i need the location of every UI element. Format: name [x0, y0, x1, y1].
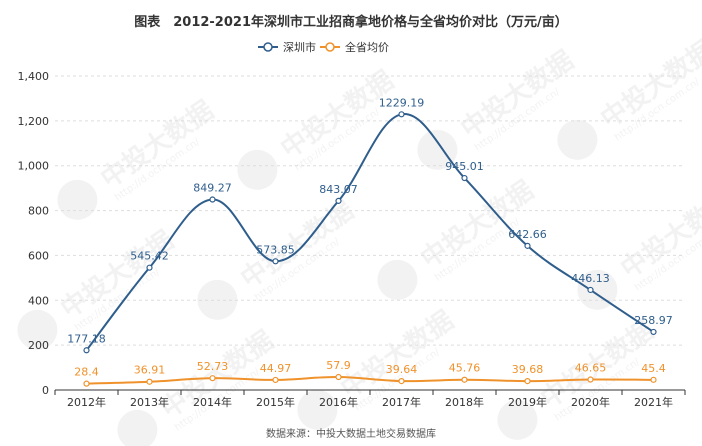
legend-label: 全省均价 — [345, 40, 389, 54]
data-point[interactable] — [461, 174, 468, 182]
data-label: 46.65 — [575, 362, 607, 375]
chart-title: 图表 2012-2021年深圳市工业招商拿地价格与全省均价对比（万元/亩） — [134, 14, 568, 30]
data-label: 44.97 — [260, 362, 292, 375]
data-point[interactable] — [146, 264, 153, 271]
data-label: 28.4 — [74, 366, 99, 379]
x-tick-label: 2012年 — [67, 395, 106, 409]
x-tick-label: 2013年 — [130, 395, 169, 409]
data-label: 1229.19 — [379, 96, 425, 109]
legend-item[interactable]: 深圳市 — [258, 40, 316, 54]
series-layer: 177.18 545.42 849.27 573.85 843.07 1229.19 945… — [67, 96, 673, 387]
data-label: 45.76 — [449, 362, 481, 375]
data-label: 945.01 — [445, 160, 484, 173]
data-label: 52.73 — [197, 360, 229, 373]
x-tick-label: 2021年 — [634, 395, 673, 409]
data-label: 258.97 — [634, 314, 673, 327]
series-shenzhen: 177.18 545.42 849.27 573.85 843.07 1229.19 945… — [67, 96, 673, 354]
data-point[interactable] — [146, 378, 153, 385]
data-label: 45.4 — [641, 362, 666, 375]
y-tick-label: 400 — [28, 294, 49, 307]
data-label: 573.85 — [256, 243, 295, 256]
data-label: 843.07 — [319, 183, 358, 196]
y-axis: 0 200 400 600 800 1,000 1,200 1,400 — [18, 70, 50, 397]
data-point[interactable] — [335, 197, 342, 205]
data-label: 642.66 — [508, 228, 547, 241]
x-tick-label: 2020年 — [571, 395, 610, 409]
x-tick-label: 2014年 — [193, 395, 232, 409]
x-tick-label: 2015年 — [256, 395, 295, 409]
data-point[interactable] — [335, 373, 342, 381]
data-point[interactable] — [587, 376, 594, 383]
legend[interactable]: 深圳市 全省均价 — [258, 40, 389, 54]
data-point[interactable] — [524, 378, 531, 385]
series-line — [85, 113, 655, 351]
legend-item[interactable]: 全省均价 — [320, 40, 389, 54]
data-point[interactable] — [83, 380, 90, 387]
data-point[interactable] — [524, 242, 531, 249]
y-tick-label: 1,400 — [18, 70, 50, 83]
series-province-average: 28.4 36.91 52.73 44.97 57.9 39.64 45.76 39.68 46… — [74, 359, 666, 387]
data-point[interactable] — [650, 328, 657, 336]
legend-marker — [263, 42, 273, 52]
data-label: 57.9 — [326, 359, 351, 372]
x-tick-label: 2019年 — [508, 395, 547, 409]
data-label: 36.91 — [134, 364, 166, 377]
y-tick-label: 0 — [42, 384, 49, 397]
legend-label: 深圳市 — [283, 40, 316, 54]
x-tick-label: 2016年 — [319, 395, 358, 409]
data-point[interactable] — [650, 376, 657, 383]
y-tick-label: 200 — [28, 339, 49, 352]
data-point[interactable] — [398, 378, 405, 385]
data-label: 177.18 — [67, 332, 106, 345]
gridlines — [55, 75, 685, 346]
data-label: 446.13 — [571, 272, 610, 285]
data-point[interactable] — [272, 258, 279, 265]
series-line — [86, 376, 654, 385]
data-point[interactable] — [461, 376, 468, 383]
data-point[interactable] — [587, 286, 594, 294]
x-tick-label: 2018年 — [445, 395, 484, 409]
data-point[interactable] — [272, 376, 279, 384]
legend-marker — [325, 42, 335, 52]
data-label: 849.27 — [193, 182, 232, 195]
data-label: 39.68 — [512, 363, 544, 376]
x-axis: 2012年 2013年 2014年 2015年 2016年 2017年 2018年 2019年… — [54, 389, 686, 409]
data-point[interactable] — [398, 111, 405, 118]
y-tick-label: 1,000 — [18, 160, 50, 173]
data-label: 39.64 — [386, 363, 418, 376]
data-point[interactable] — [209, 196, 216, 203]
y-tick-label: 800 — [28, 205, 49, 218]
x-tick-label: 2017年 — [382, 395, 421, 409]
y-tick-label: 600 — [28, 249, 49, 262]
data-point[interactable] — [83, 347, 90, 354]
data-point[interactable] — [209, 375, 216, 382]
source-note: 数据来源：中投大数据土地交易数据库 — [266, 427, 436, 440]
y-tick-label: 1,200 — [18, 115, 50, 128]
data-label: 545.42 — [130, 250, 169, 263]
